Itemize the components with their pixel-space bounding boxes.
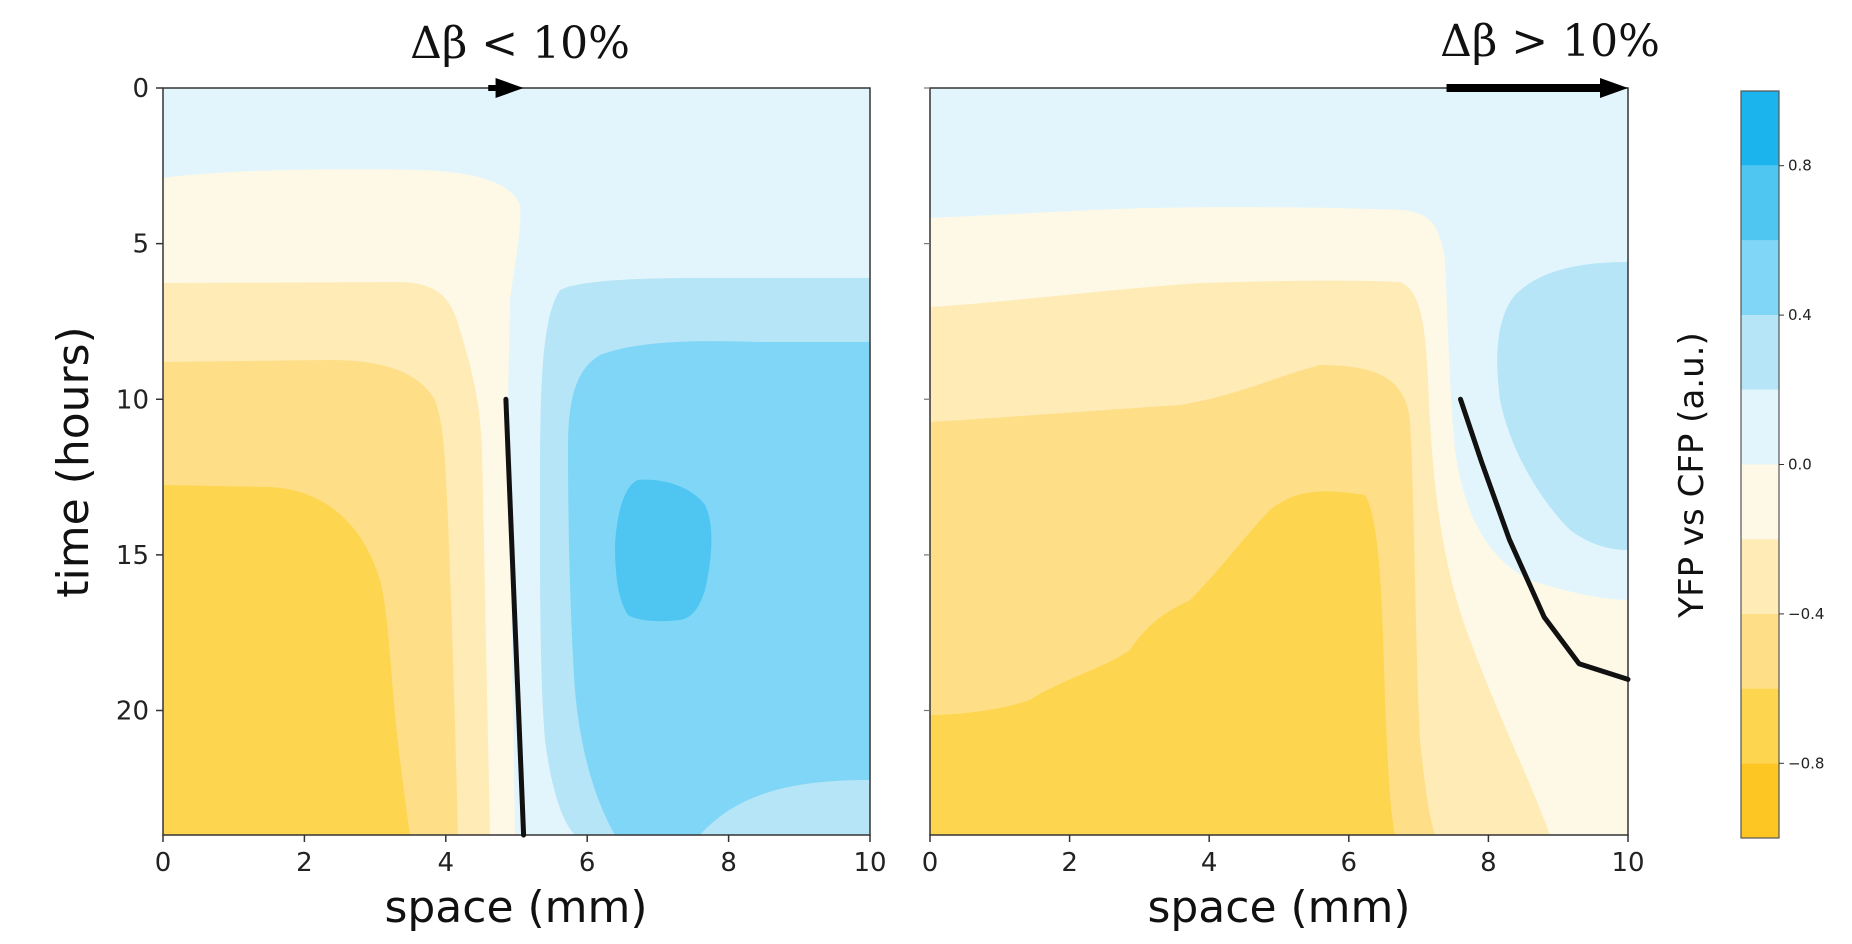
- colorbar-label: YFP vs CFP (a.u.): [1672, 332, 1712, 618]
- colorbar-level: [1741, 315, 1779, 390]
- right-x-tick-label: 10: [1611, 848, 1644, 878]
- colorbar-tick-label: 0.8: [1788, 157, 1812, 175]
- colorbar-level: [1741, 464, 1779, 540]
- left-x-tick-label: 6: [579, 848, 596, 878]
- left-band-0.6-0.8: [615, 479, 712, 622]
- left-x-tick-label: 2: [296, 848, 313, 878]
- left-overlay: 0 2 4 6 8 10 0 5 10 15 20: [116, 74, 887, 878]
- right-x-tick-label: 0: [922, 848, 939, 878]
- right-arrow-head: [1600, 78, 1628, 98]
- left-front-line: [503, 396, 527, 838]
- colorbar-tick-label: −0.4: [1788, 605, 1824, 623]
- left-x-tick-label: 10: [853, 848, 886, 878]
- colorbar: 0.8 0.4 0.0 −0.4 −0.8: [1740, 90, 1824, 839]
- right-front-line: [1458, 396, 1631, 682]
- right-plot-frame: [929, 87, 1629, 836]
- right-x-axis-label: space (mm): [1147, 882, 1410, 933]
- left-contour-map: [163, 88, 870, 836]
- right-x-tick-label: 2: [1061, 848, 1078, 878]
- y-axis-label: time (hours): [48, 326, 99, 597]
- colorbar-level: [1741, 91, 1779, 166]
- colorbar-level: [1741, 613, 1779, 689]
- right-x-tick-label: 6: [1341, 848, 1358, 878]
- right-band-neg0.8-neg0.6: [930, 491, 1395, 835]
- colorbar-level: [1741, 165, 1779, 241]
- colorbar-tick-label: 0.0: [1788, 456, 1812, 474]
- colorbar-level: [1741, 539, 1779, 614]
- colorbar-level: [1741, 240, 1779, 316]
- right-x-tick-label: 8: [1480, 848, 1497, 878]
- right-band-0.2-0.4: [1497, 262, 1628, 550]
- left-arrow-head: [495, 78, 524, 98]
- right-x-tick-label: 4: [1201, 848, 1218, 878]
- left-band-0.4-0.6: [568, 341, 870, 835]
- left-y-tick-label: 10: [116, 385, 149, 415]
- left-y-tick-label: 20: [116, 697, 149, 727]
- left-y-tick-label: 5: [132, 230, 149, 260]
- left-panel-title: Δβ < 10%: [410, 18, 630, 69]
- left-y-tick-label: 0: [132, 74, 149, 104]
- right-overlay: 0 2 4 6 8 10: [922, 78, 1645, 878]
- colorbar-level: [1741, 763, 1779, 838]
- left-x-axis-label: space (mm): [384, 882, 647, 933]
- colorbar-level: [1741, 389, 1779, 465]
- right-panel-title: Δβ > 10%: [1440, 16, 1660, 67]
- colorbar-tick-label: 0.4: [1788, 306, 1812, 324]
- left-x-tick-label: 0: [155, 848, 172, 878]
- left-band-neg0.8-neg0.6: [163, 485, 410, 835]
- colorbar-level: [1741, 688, 1779, 764]
- left-y-tick-label: 15: [116, 541, 149, 571]
- left-x-tick-label: 4: [438, 848, 455, 878]
- colorbar-tick-label: −0.8: [1788, 754, 1824, 772]
- left-x-tick-label: 8: [720, 848, 737, 878]
- right-contour-map: [930, 88, 1628, 836]
